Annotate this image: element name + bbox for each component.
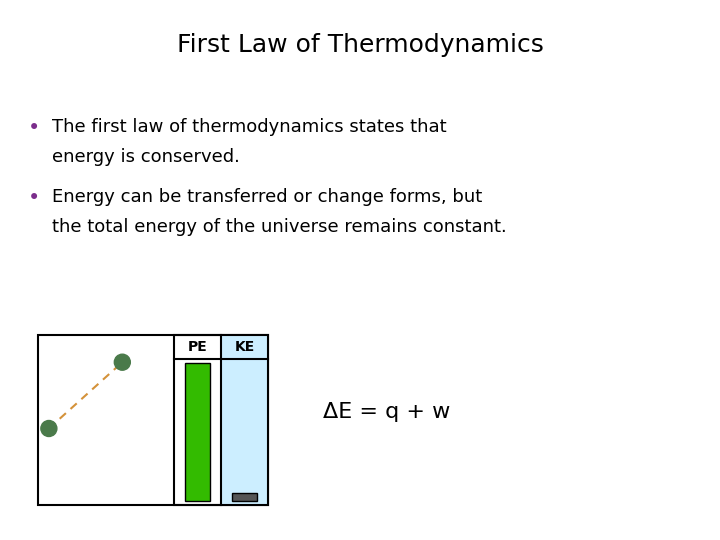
- Bar: [232, 493, 258, 501]
- Text: KE: KE: [235, 340, 255, 354]
- Text: The first law of thermodynamics states that: The first law of thermodynamics states t…: [52, 118, 446, 136]
- Circle shape: [114, 354, 130, 370]
- Text: the total energy of the universe remains constant.: the total energy of the universe remains…: [52, 218, 507, 236]
- Text: •: •: [28, 188, 40, 208]
- Text: Energy can be transferred or change forms, but: Energy can be transferred or change form…: [52, 188, 482, 206]
- Text: PE: PE: [188, 340, 207, 354]
- Text: First Law of Thermodynamics: First Law of Thermodynamics: [176, 33, 544, 57]
- Bar: [221, 335, 268, 505]
- Bar: [174, 335, 268, 505]
- Text: •: •: [28, 118, 40, 138]
- Text: ΔE = q + w: ΔE = q + w: [323, 402, 451, 422]
- Circle shape: [41, 421, 57, 436]
- Text: energy is conserved.: energy is conserved.: [52, 148, 240, 166]
- Bar: [184, 363, 210, 501]
- Bar: [38, 335, 268, 505]
